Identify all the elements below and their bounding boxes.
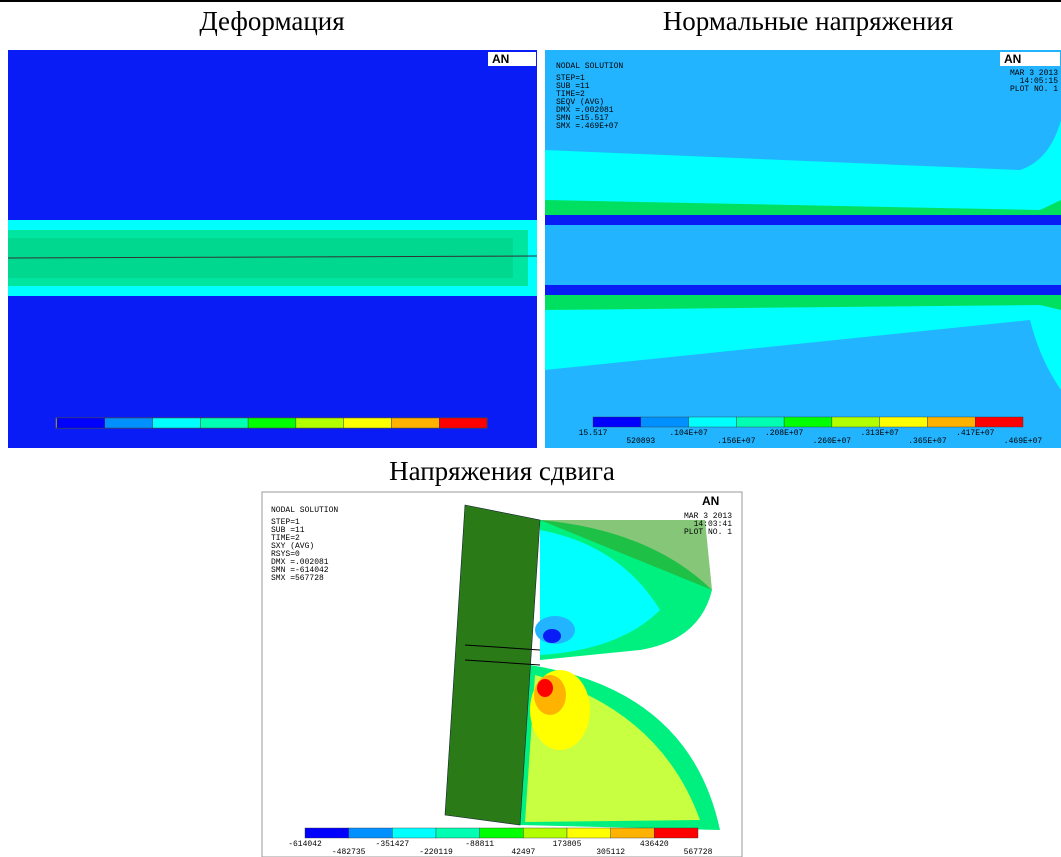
legend-swatch: [344, 418, 392, 428]
panel-title: Напряжения сдвига: [389, 456, 615, 486]
legend-swatch: [296, 418, 344, 428]
legend-swatch: [567, 828, 611, 838]
legend-swatch: [736, 417, 784, 427]
ansys-logo: AN: [702, 494, 719, 508]
legend-swatch: [784, 417, 832, 427]
legend-swatch: [439, 418, 487, 428]
legend-swatch: [689, 417, 737, 427]
legend-swatch: [975, 417, 1023, 427]
legend-swatch: [436, 828, 480, 838]
legend-swatch: [349, 828, 393, 838]
ansys-logo: AN: [1004, 52, 1021, 66]
normal-stress-plot: [545, 50, 1061, 448]
figure: Деформация AN Нормальные напряжения AN NODAL…: [0, 0, 1061, 857]
legend-swatch: [480, 828, 524, 838]
legend-swatch: [200, 418, 248, 428]
legend-label: 567728: [684, 848, 713, 857]
legend-swatch: [391, 418, 439, 428]
legend-label: 173805: [553, 840, 582, 849]
legend-label: .365E+07: [908, 437, 947, 446]
legend-swatch: [880, 417, 928, 427]
legend-swatch: [927, 417, 975, 427]
deformation-plot: [8, 50, 537, 448]
legend-label: -614042: [288, 840, 322, 849]
legend-swatch: [523, 828, 567, 838]
legend-swatch: [832, 417, 880, 427]
legend-swatch: [248, 418, 296, 428]
legend-swatch: [57, 418, 105, 428]
legend-label: -88811: [465, 840, 494, 849]
legend-swatch: [654, 828, 698, 838]
legend-label: .104E+07: [669, 429, 708, 438]
legend-label: 42497: [511, 848, 535, 857]
legend-label: .313E+07: [860, 429, 899, 438]
solution-info: SMX =567728: [271, 574, 324, 583]
legend-swatch: [105, 418, 153, 428]
legend-label: -482735: [332, 848, 366, 857]
shear-stress-plot: [262, 492, 742, 857]
legend-label: 15.517: [579, 429, 608, 438]
legend-label: .469E+07: [1004, 437, 1043, 446]
panel-title: Деформация: [199, 6, 344, 36]
legend-label: .156E+07: [717, 437, 756, 446]
legend-label: .417E+07: [956, 429, 995, 438]
legend-label: .208E+07: [765, 429, 804, 438]
legend-label: 436420: [640, 840, 669, 849]
legend-swatch: [593, 417, 641, 427]
solution-info: NODAL SOLUTION: [271, 506, 338, 515]
legend-label: -220119: [419, 848, 453, 857]
legend-label: 520893: [626, 437, 655, 446]
legend-swatch: [392, 828, 436, 838]
legend-swatch: [153, 418, 201, 428]
legend-label: 305112: [596, 848, 625, 857]
panel-title: Нормальные напряжения: [663, 6, 953, 36]
solution-info: NODAL SOLUTION: [556, 62, 623, 71]
legend-swatch: [305, 828, 349, 838]
page: Деформация AN Нормальные напряжения AN NODAL…: [0, 0, 1061, 857]
plot-plot: PLOT NO. 1: [684, 528, 732, 537]
legend-label: .260E+07: [813, 437, 852, 446]
legend-swatch: [611, 828, 655, 838]
plot-plot: PLOT NO. 1: [1010, 85, 1058, 94]
solution-info: SMX =.469E+07: [556, 122, 619, 131]
legend-label: -351427: [376, 840, 410, 849]
ansys-logo: AN: [492, 52, 509, 66]
legend-swatch: [641, 417, 689, 427]
